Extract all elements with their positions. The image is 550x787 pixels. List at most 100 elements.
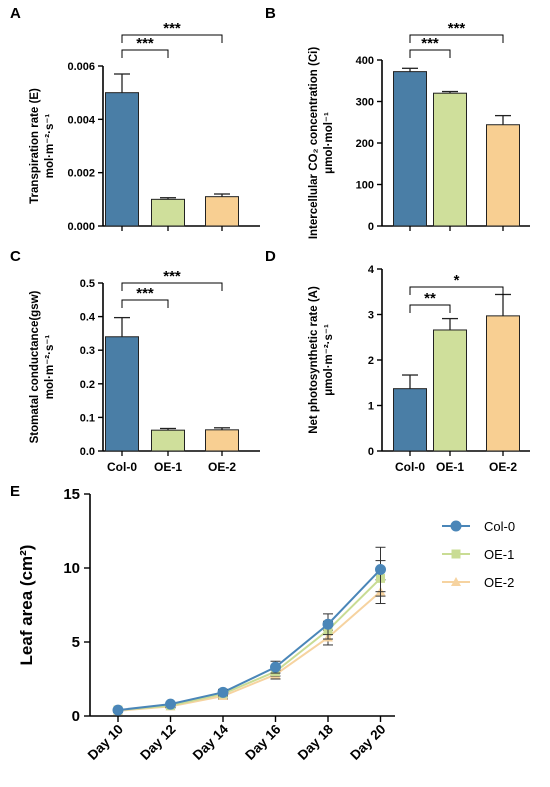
panel-letter: B [265,5,276,22]
y-axis-title: Leaf area (cm²) [17,545,36,666]
x-tick-label: OE-2 [208,460,236,474]
bar-oe-1 [151,429,185,452]
x-tick-label-group: Day 16 [242,721,284,763]
y-tick-label: 0.006 [67,61,95,73]
bar-oe-2 [205,429,239,452]
y-tick-label: 0.0 [80,446,95,458]
significance-label: *** [163,268,181,285]
y-tick-label: 0.5 [80,278,95,290]
bar-col-0 [105,92,139,227]
significance-bracket [409,49,451,58]
y-tick-label: 0 [368,221,374,233]
bar-oe-1 [433,329,467,452]
y-axis-title-line-1: Intercellular CO₂ concentration (Ci) [308,47,320,240]
significance-label: *** [136,35,154,52]
y-tick-label: 0.2 [80,379,95,391]
y-tick-label: 4 [368,264,375,276]
x-tick-label: OE-2 [489,460,517,474]
y-axis-title-line-1: Transpiration rate (E) [29,88,41,204]
significance-bracket [409,286,504,295]
significance-label: *** [136,285,154,302]
bar-oe-1 [433,92,467,227]
bar-oe-2 [486,315,520,452]
significance-label: *** [448,20,466,37]
legend-marker [451,549,461,559]
x-tick-label: Day 20 [347,722,388,763]
x-tick-label: Col-0 [107,460,137,474]
y-tick-label: 3 [368,310,374,322]
y-tick-label: 100 [356,180,374,192]
legend-item-col-0: Col-0 [442,519,515,534]
x-tick-label-group: Day 12 [137,722,178,763]
legend: Col-0 OE-1 OE-2 [442,519,515,590]
y-axis-title-line-2: mol·m⁻²·s⁻¹ [44,335,56,400]
y-tick-label: 15 [63,486,80,503]
y-axis-title: Transpiration rate (E) mol·m⁻²·s⁻¹ [29,88,56,204]
legend-item-oe-2: OE-2 [442,575,514,590]
y-tick-label: 1 [368,401,374,413]
y-tick-label: 0.1 [80,412,95,424]
data-point [270,661,281,673]
y-axis-title-line-1: Net photosynthetic rate (A) [308,286,320,434]
bar-oe-1 [151,198,185,227]
y-axis-title: Stomatal conductance(gsw) mol·m⁻²·s⁻¹ [29,290,56,443]
data-point [375,563,386,575]
data-point [322,618,334,630]
panel-letter: E [10,483,20,500]
y-axis-title-line-1: Leaf area (cm²) [17,545,36,666]
bar-oe-2 [205,196,239,227]
bar-col-0 [393,388,427,452]
significance-label: ** [424,290,436,307]
x-tick-label-group: Day 20 [347,722,388,763]
x-tick-label: Col-0 [395,460,425,474]
y-tick-label: 0.000 [67,221,95,233]
legend-marker [450,520,462,532]
panel-letter: D [265,248,276,265]
x-tick-label-group: Day 10 [85,722,126,763]
panel-e: E 0 5 10 15 Leaf area (cm²) Day 10 Day 12 Day 14… [10,483,515,763]
x-tick-label: OE-1 [436,460,464,474]
panel-b: B 0 100 200 300 400 Intercellular CO₂ concentr… [265,5,530,239]
series-col-0 [112,546,386,716]
y-axis-title-line-1: Stomatal conductance(gsw) [29,290,41,443]
y-tick-label: 0.004 [67,114,95,126]
y-tick-label: 2 [368,355,374,367]
legend-item-oe-1: OE-1 [442,547,514,562]
series-oe-2 [113,579,386,715]
y-tick-label: 0 [72,708,80,725]
legend-label: Col-0 [484,519,515,534]
y-tick-label: 200 [356,138,374,150]
panel-d: D 0 1 2 3 4 Net photosynthetic rate (A) μmol·m⁻… [265,248,530,474]
x-tick-label: Day 10 [85,722,126,763]
y-tick-label: 0.4 [80,312,96,324]
x-tick-label: Day 12 [137,722,178,763]
legend-label: OE-2 [484,575,514,590]
legend-label: OE-1 [484,547,514,562]
y-tick-label: 0.002 [67,168,95,180]
data-point [112,704,124,716]
y-axis-title: Net photosynthetic rate (A) μmol·m⁻²·s⁻¹ [308,286,335,434]
series-line [117,577,382,712]
y-axis-title-line-2: mol·m⁻²·s⁻¹ [44,114,56,179]
legend-marker [451,577,461,586]
bar-oe-2 [486,124,520,227]
significance-label: * [454,272,460,289]
y-tick-label: 5 [72,634,80,651]
significance-bracket [409,304,451,313]
y-axis-title-line-2: μmol·mol⁻¹ [323,112,335,174]
x-tick-label: Day 14 [190,721,232,763]
significance-bracket [121,299,169,308]
significance-label: *** [421,35,439,52]
x-tick-label: Day 16 [242,721,284,763]
bar-col-0 [393,71,427,227]
panel-letter: A [10,5,21,22]
panel-c: C 0.0 0.1 0.2 0.3 0.4 0.5 Stomatal conductance(… [10,248,260,474]
data-point [217,686,229,698]
data-point [165,698,176,710]
significance-bracket [121,282,223,291]
y-tick-label: 0.3 [80,345,95,357]
x-tick-label: Day 18 [295,721,337,763]
series-oe-1 [113,560,386,715]
y-tick-label: 300 [356,97,374,109]
